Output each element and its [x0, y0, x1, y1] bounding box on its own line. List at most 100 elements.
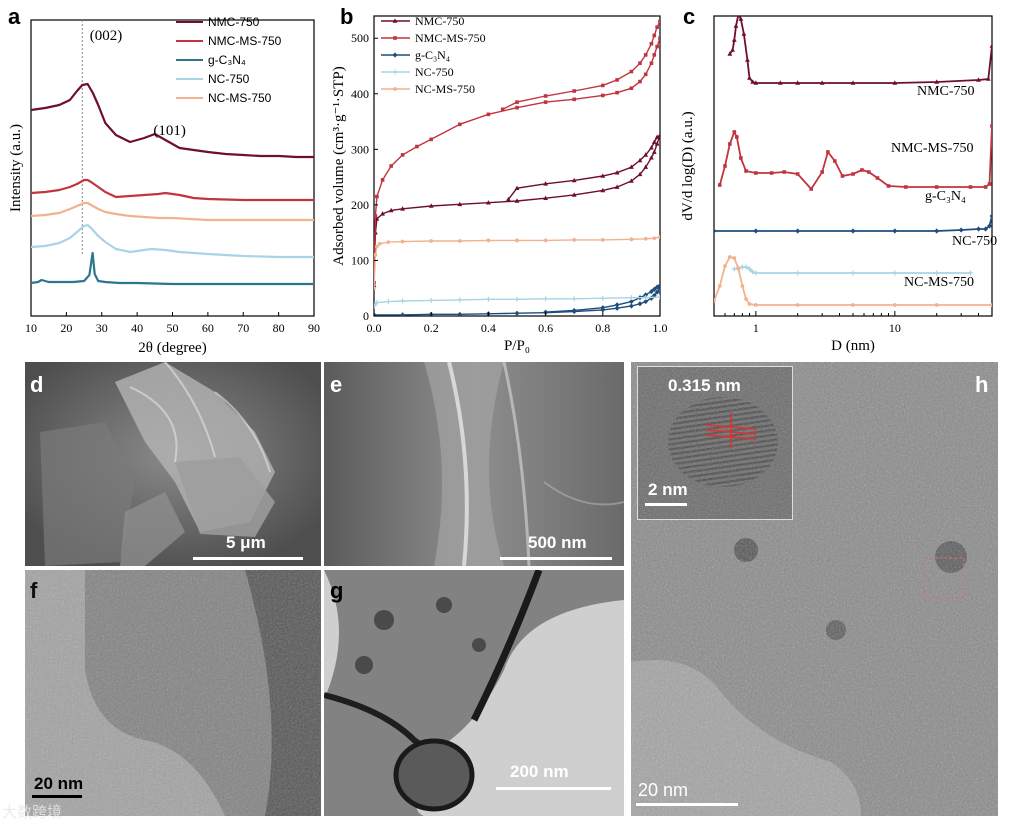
panel-label-c: c — [683, 4, 696, 29]
data-point-g-c3n4 — [654, 284, 660, 290]
data-point-nc-750 — [743, 264, 749, 270]
data-point-nmc-750 — [649, 155, 654, 160]
data-point-nmc-750 — [428, 203, 434, 208]
data-point-nc-ms-750 — [515, 238, 519, 243]
data-point-nmc-ms-750 — [904, 185, 908, 189]
data-point-nmc-750 — [733, 23, 739, 28]
data-point-nc-ms-750 — [740, 284, 745, 288]
data-point-nmc-750 — [571, 192, 577, 197]
data-point-nmc-ms-750 — [987, 182, 992, 186]
tem-image-f — [25, 570, 321, 816]
series-line-nmc-750-adsorption — [374, 135, 660, 286]
x-tick-label: 20 — [60, 321, 72, 335]
data-point-nmc-ms-750 — [875, 176, 880, 180]
data-point-nmc-ms-750 — [658, 19, 660, 24]
data-point-nmc-750 — [753, 80, 759, 85]
scalebar-label-h: 20 nm — [638, 780, 689, 800]
data-point-nmc-ms-750 — [833, 159, 837, 163]
data-point-nc-750 — [457, 297, 463, 303]
data-point-nc-ms-750 — [643, 236, 648, 241]
panel-label-f: f — [30, 578, 38, 603]
data-point-nmc-ms-750 — [543, 100, 548, 104]
data-point-nmc-ms-750 — [643, 53, 648, 57]
data-point-nmc-750 — [657, 132, 660, 138]
data-point-g-c3n4 — [989, 213, 992, 219]
data-point-nmc-750 — [514, 198, 520, 203]
data-point-nmc-ms-750 — [629, 86, 634, 91]
data-point-nmc-750 — [643, 164, 649, 169]
data-point-nmc-ms-750 — [649, 41, 654, 46]
scalebar-label-g: 200 nm — [510, 762, 569, 781]
panel-a-frame — [30, 19, 315, 317]
data-point-nc-ms-750 — [374, 286, 376, 291]
inset-scalebar — [645, 503, 687, 506]
data-point-nmc-750 — [643, 152, 649, 157]
data-point-g-c3n4 — [571, 307, 577, 314]
data-point-nc-ms-750 — [744, 297, 748, 301]
panel-label-b: b — [340, 4, 354, 29]
panel-c-plot — [714, 16, 992, 307]
data-point-nc-ms-750 — [717, 284, 722, 288]
data-point-nmc-ms-750 — [728, 142, 732, 146]
legend-label-nc-750: NC-750 — [208, 72, 250, 86]
x-tick-label: 40 — [131, 321, 143, 335]
data-point-nc-750 — [385, 299, 391, 305]
data-point-nc-ms-750 — [934, 303, 939, 307]
data-point-g-c3n4 — [753, 228, 759, 234]
data-point-nmc-ms-750 — [375, 194, 379, 199]
data-point-nmc-ms-750 — [615, 78, 619, 82]
data-point-nmc-ms-750 — [717, 183, 722, 187]
series-line-nc-ms-750 — [31, 201, 314, 222]
legend-marker-nmc-ms-750 — [393, 36, 397, 40]
data-point-nmc-750 — [730, 47, 735, 52]
data-point-g-c3n4 — [629, 298, 634, 305]
panel-b-axes: 0.0 0.2 0.4 0.6 0.8 1.0 0 100 200 300 400 500 P/P₀ Ad… — [331, 14, 668, 354]
panel-label-g: g — [330, 578, 344, 603]
data-point-nmc-ms-750 — [655, 44, 659, 49]
x-tick-label: 1 — [753, 321, 759, 335]
data-point-nmc-750 — [514, 185, 520, 191]
data-point-nc-ms-750 — [736, 267, 741, 271]
data-point-g-c3n4 — [457, 311, 463, 316]
data-point-nmc-ms-750 — [601, 93, 605, 98]
data-point-nmc-ms-750 — [543, 94, 548, 98]
data-point-nmc-750 — [795, 80, 801, 85]
data-point-nmc-750 — [637, 171, 643, 177]
watermark: 大数跨境 — [2, 803, 63, 821]
data-point-nmc-750 — [486, 200, 491, 205]
series-line-nmc-750-desorption — [507, 134, 660, 200]
data-point-nmc-750 — [989, 43, 992, 48]
legend-marker-g-c3n4 — [392, 52, 398, 58]
data-point-nmc-750 — [654, 134, 660, 139]
data-point-nc-750 — [967, 270, 973, 276]
data-point-g-c3n4 — [629, 303, 634, 309]
data-point-nc-750 — [731, 266, 737, 272]
data-point-nc-ms-750 — [990, 303, 992, 307]
data-point-nc-ms-750 — [629, 237, 634, 242]
x-tick-label: 0.6 — [538, 321, 553, 335]
data-point-nc-ms-750 — [753, 303, 758, 307]
data-point-nc-ms-750 — [892, 303, 897, 307]
data-point-nmc-750 — [976, 77, 981, 82]
data-point-nmc-750 — [457, 201, 463, 207]
data-point-g-c3n4 — [400, 312, 405, 316]
data-point-nmc-ms-750 — [429, 137, 433, 142]
series-line-g-c3n4 — [31, 251, 314, 286]
data-point-nc-750 — [628, 295, 634, 301]
x-tick-label: 50 — [167, 321, 179, 335]
data-point-nmc-750 — [400, 206, 405, 211]
x-tick-label: 0.8 — [595, 321, 610, 335]
data-point-nmc-ms-750 — [968, 185, 973, 189]
data-point-nmc-ms-750 — [744, 169, 748, 173]
data-point-g-c3n4 — [657, 282, 660, 289]
series-label-nc-ms-750: NC-MS-750 — [904, 275, 974, 290]
data-point-nc-ms-750 — [727, 255, 732, 259]
data-point-nmc-750 — [747, 75, 752, 80]
data-point-nmc-ms-750 — [732, 130, 737, 134]
data-point-nmc-750 — [629, 164, 634, 169]
data-point-nmc-ms-750 — [840, 174, 845, 178]
data-point-nmc-ms-750 — [795, 172, 800, 176]
data-point-nmc-750 — [543, 181, 548, 186]
